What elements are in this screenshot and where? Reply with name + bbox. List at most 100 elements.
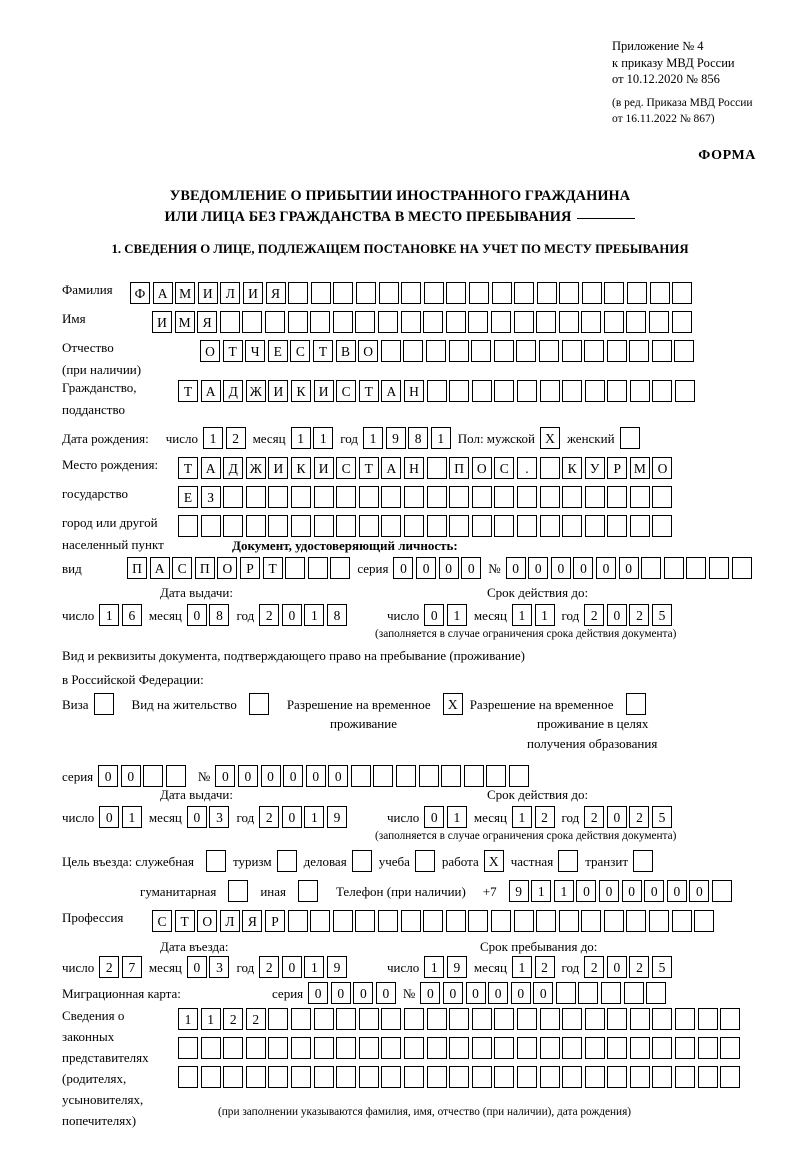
char-cell[interactable] <box>471 340 492 362</box>
char-cell[interactable]: З <box>200 486 221 508</box>
char-cell[interactable]: 0 <box>416 557 437 579</box>
char-cell[interactable] <box>709 557 730 579</box>
char-cell[interactable]: 0 <box>305 765 326 787</box>
char-cell[interactable] <box>205 850 226 872</box>
char-cell[interactable]: 1 <box>446 806 467 828</box>
char-cell[interactable] <box>675 380 696 402</box>
char-cell[interactable]: 5 <box>652 604 673 626</box>
char-cell[interactable]: И <box>313 457 334 479</box>
char-cell[interactable]: Ж <box>245 380 266 402</box>
char-cell[interactable] <box>539 486 560 508</box>
char-cell[interactable]: Ж <box>245 457 266 479</box>
char-cell[interactable] <box>468 282 489 304</box>
char-cell[interactable]: 9 <box>508 880 529 902</box>
char-cell[interactable]: У <box>584 457 605 479</box>
char-cell[interactable] <box>562 515 583 537</box>
char-cell[interactable] <box>276 850 297 872</box>
char-cell[interactable]: 0 <box>281 604 302 626</box>
char-cell[interactable]: 3 <box>209 806 230 828</box>
char-cell[interactable] <box>629 515 650 537</box>
char-cell[interactable]: 0 <box>606 806 627 828</box>
char-cell[interactable] <box>633 850 654 872</box>
char-cell[interactable] <box>471 1008 492 1030</box>
char-cell[interactable]: С <box>172 557 193 579</box>
char-cell[interactable]: 0 <box>375 982 396 1004</box>
char-cell[interactable] <box>471 1066 492 1088</box>
char-cell[interactable] <box>652 380 673 402</box>
char-cell[interactable]: 0 <box>644 880 665 902</box>
char-cell[interactable] <box>330 557 351 579</box>
char-cell[interactable] <box>310 910 331 932</box>
char-cell[interactable]: 0 <box>666 880 687 902</box>
purpose-work-checkbox[interactable]: X <box>483 850 504 872</box>
char-cell[interactable]: Т <box>358 457 379 479</box>
char-cell[interactable]: 5 <box>652 956 673 978</box>
char-cell[interactable] <box>539 515 560 537</box>
char-cell[interactable] <box>223 486 244 508</box>
char-cell[interactable] <box>381 515 402 537</box>
char-cell[interactable] <box>671 311 692 333</box>
char-cell[interactable] <box>449 1037 470 1059</box>
char-cell[interactable]: А <box>200 457 221 479</box>
char-cell[interactable]: 0 <box>393 557 414 579</box>
char-cell[interactable] <box>494 1066 515 1088</box>
char-cell[interactable]: Ф <box>130 282 150 304</box>
char-cell[interactable] <box>604 282 625 304</box>
char-cell[interactable] <box>516 1066 537 1088</box>
char-cell[interactable] <box>494 380 515 402</box>
char-cell[interactable]: П <box>127 557 147 579</box>
char-cell[interactable] <box>581 311 602 333</box>
char-cell[interactable]: 0 <box>186 956 207 978</box>
char-cell[interactable] <box>516 486 537 508</box>
char-cell[interactable]: 0 <box>353 982 374 1004</box>
char-cell[interactable] <box>332 910 353 932</box>
char-cell[interactable] <box>358 486 379 508</box>
char-cell[interactable] <box>377 910 398 932</box>
char-cell[interactable] <box>720 1066 741 1088</box>
char-cell[interactable]: 2 <box>584 956 605 978</box>
char-cell[interactable]: 1 <box>202 427 223 449</box>
char-cell[interactable] <box>607 1066 628 1088</box>
char-cell[interactable] <box>426 457 447 479</box>
char-cell[interactable]: Р <box>607 457 628 479</box>
char-cell[interactable]: 0 <box>186 604 207 626</box>
purpose-official-checkbox[interactable] <box>205 850 226 872</box>
char-cell[interactable] <box>626 311 647 333</box>
char-cell[interactable] <box>358 1037 379 1059</box>
char-cell[interactable] <box>675 1037 696 1059</box>
char-cell[interactable]: 2 <box>99 956 120 978</box>
char-cell[interactable] <box>268 1008 289 1030</box>
char-cell[interactable]: А <box>152 282 173 304</box>
char-cell[interactable]: 2 <box>629 604 650 626</box>
char-cell[interactable]: 0 <box>281 806 302 828</box>
char-cell[interactable] <box>313 1008 334 1030</box>
char-cell[interactable] <box>426 486 447 508</box>
char-cell[interactable]: 0 <box>550 557 571 579</box>
char-cell[interactable] <box>694 910 715 932</box>
char-cell[interactable]: 1 <box>553 880 574 902</box>
char-cell[interactable] <box>578 982 599 1004</box>
char-cell[interactable] <box>539 380 560 402</box>
char-cell[interactable] <box>720 1008 741 1030</box>
char-cell[interactable]: 6 <box>121 604 142 626</box>
char-cell[interactable] <box>373 765 394 787</box>
char-cell[interactable] <box>559 282 580 304</box>
char-cell[interactable] <box>558 311 579 333</box>
char-cell[interactable] <box>490 311 511 333</box>
char-cell[interactable] <box>355 311 376 333</box>
char-cell[interactable] <box>400 311 421 333</box>
char-cell[interactable]: И <box>313 380 334 402</box>
char-cell[interactable]: Т <box>222 340 243 362</box>
sex-male-checkbox[interactable]: X <box>540 427 560 449</box>
char-cell[interactable] <box>584 515 605 537</box>
char-cell[interactable]: 0 <box>99 806 120 828</box>
char-cell[interactable] <box>562 1008 583 1030</box>
